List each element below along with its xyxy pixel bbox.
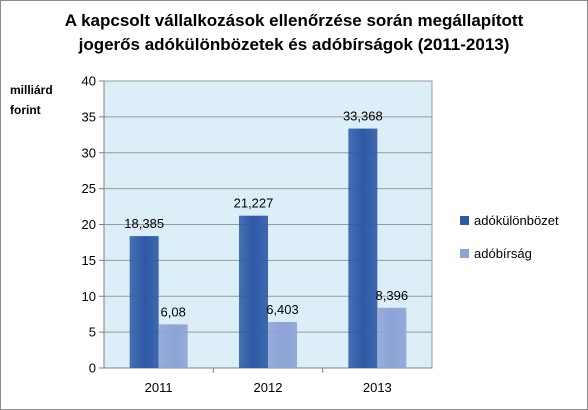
data-label-adóbírság-2012: 6,403 — [266, 302, 299, 317]
y-tick-label-4: 20 — [82, 217, 96, 232]
y-tick-label-6: 30 — [82, 145, 96, 160]
bar-adókülönbözet-2013 — [348, 128, 378, 368]
data-label-adóbírság-2013: 8,396 — [376, 288, 409, 303]
chart-title: A kapcsolt vállalkozások ellenőrzése sor… — [0, 9, 588, 57]
y-axis-label-line1: milliárd — [10, 83, 53, 97]
data-label-adóbírság-2011: 6,08 — [161, 304, 186, 319]
y-axis-label-line2: forint — [10, 103, 41, 117]
data-label-adókülönbözet-2011: 18,385 — [124, 216, 164, 231]
y-tick-label-8: 40 — [82, 74, 96, 89]
y-tick-label-2: 10 — [82, 289, 96, 304]
bar-adóbírság-2011 — [158, 324, 188, 368]
y-tick-label-0: 0 — [89, 361, 96, 376]
y-tick-label-5: 25 — [82, 181, 96, 196]
legend-swatch-adóbírság — [460, 249, 469, 258]
chart-title-line1: A kapcsolt vállalkozások ellenőrzése sor… — [64, 11, 524, 30]
bar-adóbírság-2013 — [377, 307, 407, 368]
x-tick-label-2013: 2013 — [363, 380, 392, 395]
y-tick-label-3: 15 — [82, 253, 96, 268]
data-label-adókülönbözet-2013: 33,368 — [343, 109, 383, 124]
x-tick-label-2011: 2011 — [145, 380, 173, 395]
bar-adóbírság-2012 — [268, 322, 297, 368]
y-axis-label: milliárd forint — [10, 80, 80, 120]
legend-swatch-adókülönbözet — [460, 216, 469, 225]
y-tick-label-1: 5 — [89, 325, 96, 340]
bar-adókülönbözet-2011 — [129, 236, 159, 368]
legend-label-adóbírság: adóbírság — [474, 246, 532, 261]
chart-title-line2: jogerős adókülönbözetek és adóbírságok (… — [78, 35, 510, 54]
data-label-adókülönbözet-2012: 21,227 — [234, 196, 274, 211]
x-tick-label-2012: 2012 — [254, 380, 283, 395]
y-tick-label-7: 35 — [82, 109, 96, 124]
bar-adókülönbözet-2012 — [239, 215, 268, 368]
legend-label-adókülönbözet: adókülönbözet — [474, 213, 559, 228]
